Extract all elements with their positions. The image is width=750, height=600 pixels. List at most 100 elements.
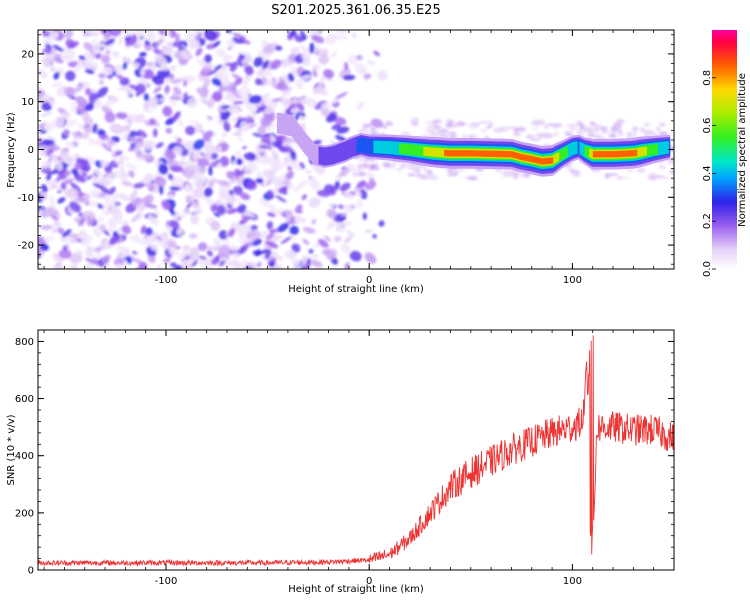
noise-blob bbox=[207, 69, 218, 76]
noise-blob bbox=[343, 192, 355, 199]
noise-blob bbox=[58, 249, 72, 259]
ridge-cell bbox=[307, 136, 310, 158]
noise-blob bbox=[170, 219, 180, 230]
noise-blob bbox=[204, 30, 217, 41]
noise-blob bbox=[314, 64, 319, 69]
noise-blob bbox=[100, 242, 107, 249]
noise-blob bbox=[233, 252, 241, 258]
noise-blob bbox=[114, 202, 122, 206]
noise-blob bbox=[364, 229, 373, 234]
y-tick-label: 800 bbox=[15, 337, 34, 348]
ridge-cell bbox=[461, 150, 463, 157]
ridge-cell bbox=[414, 144, 417, 156]
halo-blob bbox=[367, 163, 380, 168]
ridge-cell bbox=[652, 144, 655, 155]
noise-blob bbox=[85, 61, 99, 70]
ridge-cell bbox=[637, 147, 640, 157]
ridge-cell bbox=[448, 150, 451, 157]
ridge-cell bbox=[331, 146, 334, 165]
noise-blob bbox=[218, 230, 228, 240]
noise-blob bbox=[43, 235, 56, 242]
halo-blob bbox=[610, 125, 619, 131]
noise-blob bbox=[104, 262, 110, 269]
ridge-cell bbox=[470, 150, 473, 157]
noise-blob bbox=[38, 173, 42, 178]
ridge-cell bbox=[628, 150, 630, 157]
ridge-cell bbox=[469, 150, 472, 157]
noise-blob bbox=[334, 35, 348, 40]
halo-blob bbox=[450, 123, 461, 128]
noise-blob bbox=[73, 174, 86, 183]
noise-blob bbox=[206, 115, 213, 121]
ridge-cell bbox=[613, 151, 616, 158]
noise-blob bbox=[232, 106, 238, 116]
noise-blob bbox=[267, 189, 275, 199]
ridge-cell bbox=[651, 144, 654, 156]
ridge-cell bbox=[351, 138, 354, 157]
noise-blob bbox=[330, 33, 336, 40]
noise-blob bbox=[181, 160, 192, 170]
noise-blob bbox=[85, 87, 92, 96]
halo-blob bbox=[478, 120, 490, 124]
noise-blob bbox=[346, 230, 356, 237]
ridge-cell bbox=[509, 151, 512, 158]
noise-blob bbox=[42, 51, 53, 60]
noise-blob bbox=[139, 51, 147, 57]
noise-blob bbox=[238, 220, 246, 225]
ridge-cell bbox=[297, 123, 300, 146]
noise-blob bbox=[323, 69, 334, 79]
ridge-cell bbox=[586, 146, 589, 158]
noise-blob bbox=[125, 163, 138, 170]
noise-blob bbox=[336, 126, 350, 134]
noise-blob bbox=[49, 144, 61, 151]
ridge-cell bbox=[578, 139, 581, 156]
ridge-cell bbox=[581, 143, 584, 157]
snr-frame bbox=[37, 329, 675, 571]
halo-blob bbox=[420, 176, 428, 181]
ridge-cell bbox=[530, 155, 533, 163]
noise-blob bbox=[356, 101, 365, 111]
ridge-cell bbox=[568, 143, 571, 158]
noise-blob bbox=[166, 31, 172, 37]
noise-blob bbox=[333, 235, 342, 243]
x-tick-label: 0 bbox=[366, 576, 372, 587]
ridge-cell bbox=[318, 146, 321, 165]
ridge-cell bbox=[412, 144, 415, 156]
noise-blob bbox=[265, 240, 279, 249]
noise-blob bbox=[38, 124, 46, 130]
ridge-cell bbox=[569, 143, 572, 157]
noise-blob bbox=[197, 148, 204, 155]
noise-blob bbox=[226, 259, 239, 267]
noise-blob bbox=[236, 128, 243, 134]
noise-blob bbox=[100, 54, 111, 64]
noise-blob bbox=[366, 60, 376, 66]
noise-blob bbox=[101, 66, 114, 76]
ridge-cell bbox=[661, 141, 663, 155]
ridge-cell bbox=[294, 118, 296, 141]
noise-blob bbox=[160, 231, 169, 238]
ridge-cell bbox=[359, 137, 362, 153]
noise-blob bbox=[362, 212, 367, 221]
noise-blob bbox=[158, 163, 169, 175]
ridge-cell bbox=[317, 144, 320, 166]
ridge-cell bbox=[487, 150, 490, 157]
noise-blob bbox=[133, 182, 146, 189]
ridge-cell bbox=[559, 149, 562, 161]
ridge-cell bbox=[462, 150, 465, 157]
ridge-cell bbox=[439, 148, 442, 158]
halo-blob bbox=[481, 129, 488, 133]
ridge-cell bbox=[369, 139, 372, 155]
noise-blob bbox=[298, 74, 312, 81]
noise-blob bbox=[266, 220, 274, 230]
noise-blob bbox=[104, 112, 116, 123]
noise-blob bbox=[285, 170, 294, 180]
noise-blob bbox=[186, 195, 192, 205]
halo-blob bbox=[543, 123, 549, 130]
ridge-cell bbox=[291, 115, 294, 137]
noise-blob bbox=[340, 243, 352, 254]
ridge-cell bbox=[328, 146, 331, 165]
noise-blob bbox=[135, 92, 140, 97]
ridge-cell bbox=[502, 150, 505, 158]
noise-blob bbox=[155, 142, 164, 149]
noise-blob bbox=[333, 116, 347, 125]
